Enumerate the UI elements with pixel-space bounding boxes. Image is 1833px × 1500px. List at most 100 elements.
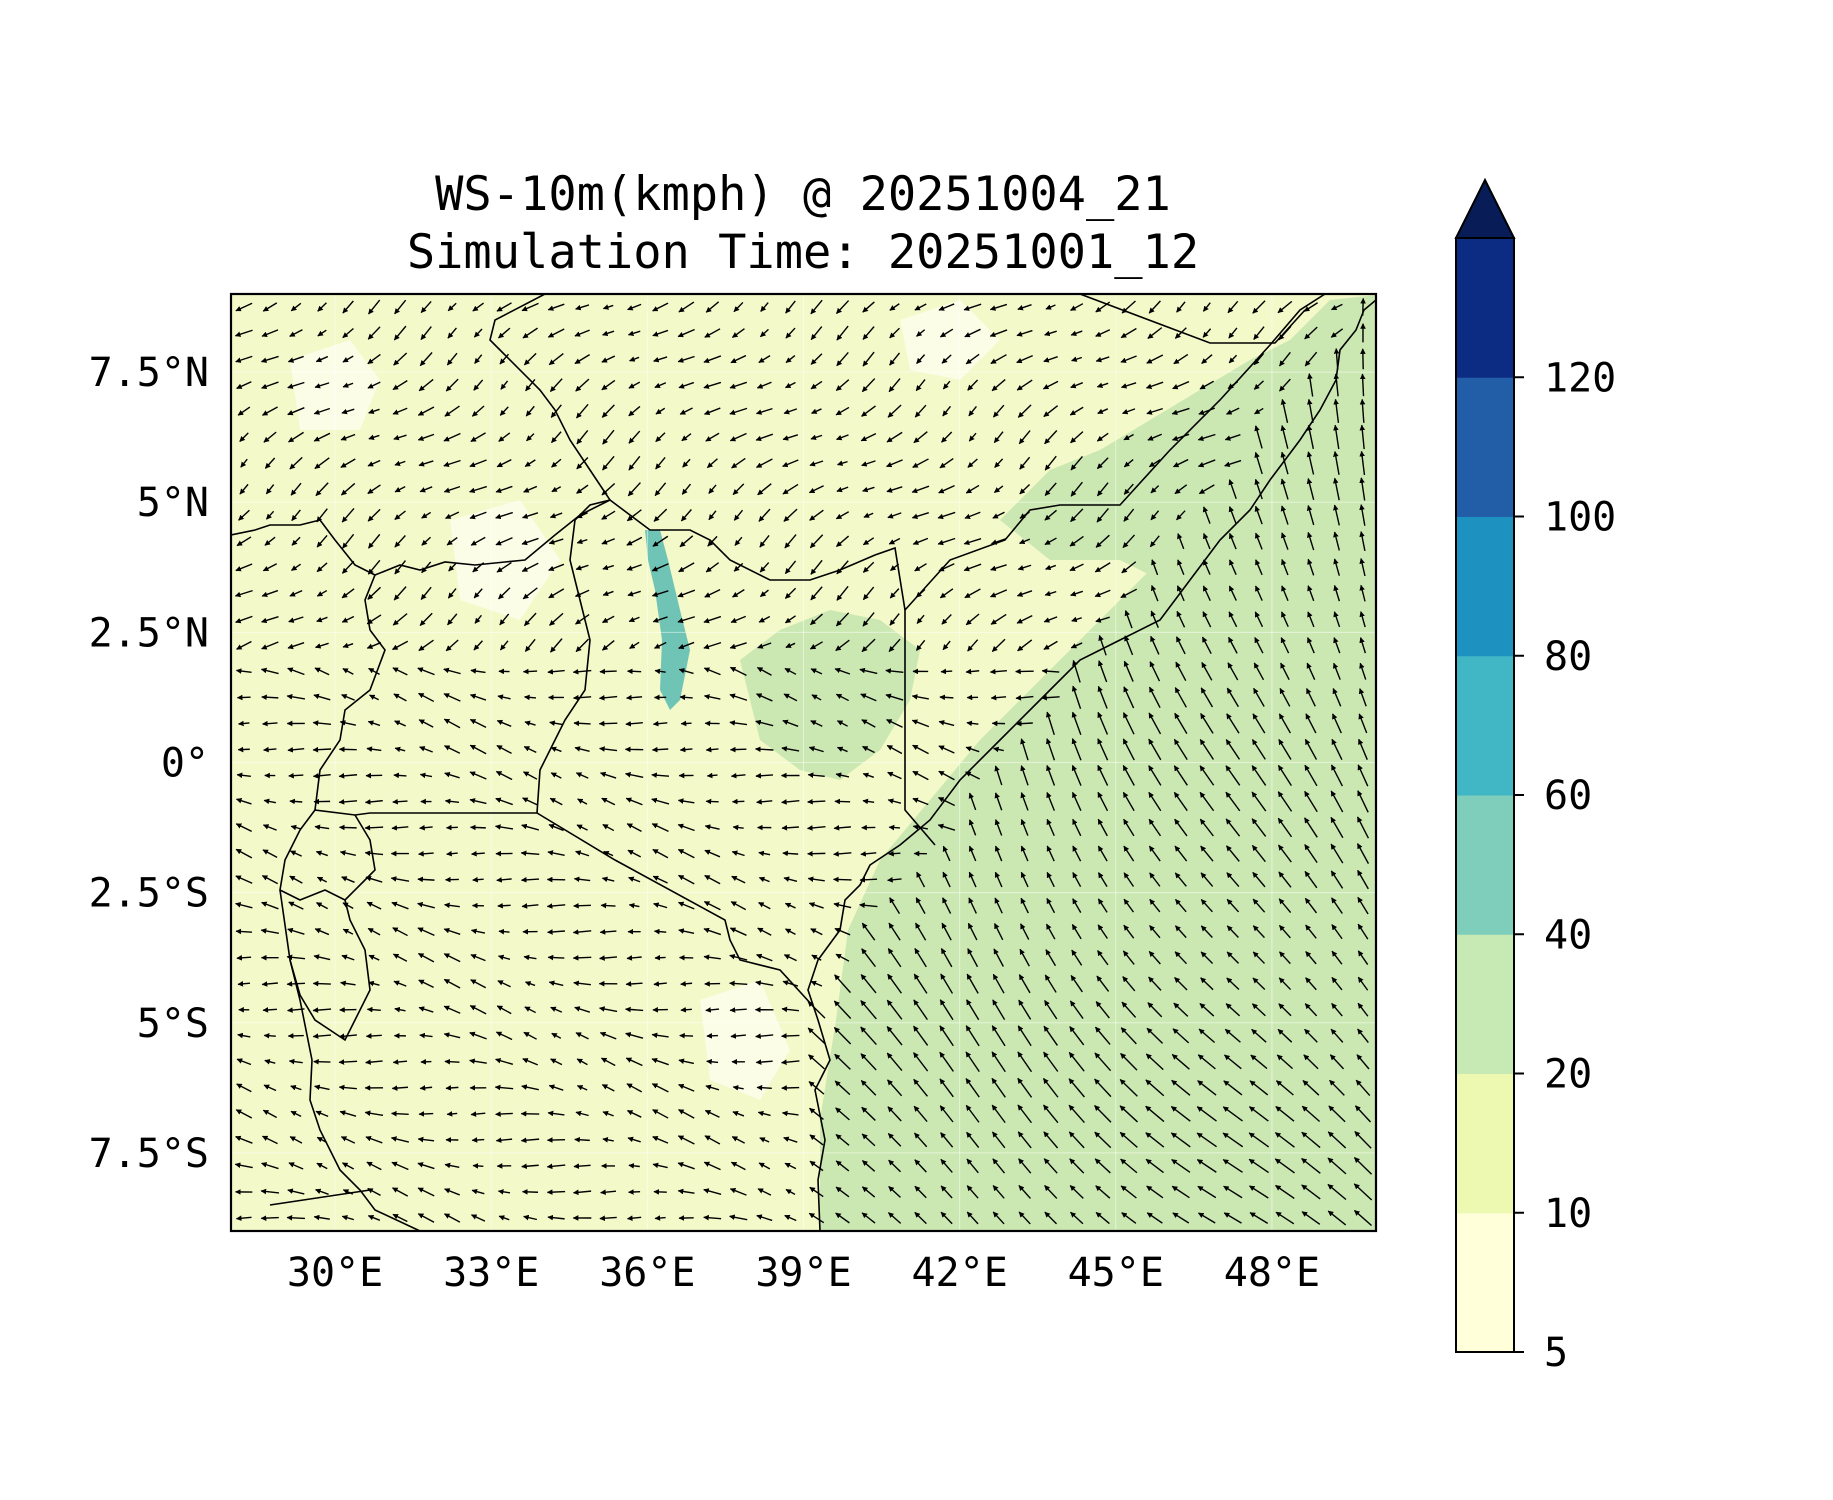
wind-vector (759, 535, 770, 548)
wind-vector (1225, 765, 1241, 786)
wind-vector (836, 585, 849, 601)
wind-vector (990, 694, 1007, 701)
wind-vector (942, 380, 951, 390)
wind-vector (651, 563, 669, 572)
wind-vector (524, 638, 536, 652)
wind-vector (1197, 433, 1216, 441)
wind-vector (262, 720, 278, 727)
wind-vector (782, 719, 799, 727)
wind-vector (550, 746, 562, 753)
wind-vector (342, 382, 354, 388)
wind-vector (523, 745, 537, 753)
wind-vector (419, 486, 433, 493)
wind-vector (915, 379, 926, 392)
wind-vector (629, 641, 640, 650)
wind-vector (705, 746, 719, 753)
wind-vector (572, 668, 592, 675)
wind-vector (1016, 329, 1033, 337)
wind-vector (1069, 406, 1084, 416)
wind-vector (419, 746, 433, 753)
wind-vector (1121, 561, 1137, 574)
wind-vector (469, 718, 487, 729)
colorbar-tick-label: 100 (1544, 495, 1616, 541)
wind-vector (473, 328, 483, 338)
wind-vector (810, 380, 823, 390)
wind-vector (1357, 764, 1369, 787)
wind-vector (473, 640, 483, 651)
wind-vector (1253, 687, 1265, 707)
wind-vector (810, 326, 823, 340)
wind-vector (1151, 559, 1159, 576)
wind-vector (655, 432, 666, 443)
wind-vector (236, 798, 252, 805)
wind-vector (499, 613, 510, 626)
colorbar-tick-label: 60 (1544, 773, 1592, 819)
wind-vector (862, 772, 875, 778)
calm-patch-4 (900, 300, 1000, 380)
wind-vector (730, 354, 747, 364)
wind-vector (547, 328, 565, 338)
wind-vector (599, 668, 617, 675)
wind-vector (443, 693, 461, 702)
wind-vector (938, 563, 955, 572)
wind-vector (809, 534, 824, 549)
wind-vector (1278, 351, 1291, 367)
wind-vector (1020, 738, 1029, 761)
wind-vector (261, 589, 279, 598)
wind-vector (992, 511, 1005, 519)
wind-vector (521, 1189, 539, 1195)
wind-vector (1252, 300, 1266, 314)
wind-vector (1280, 478, 1289, 500)
wind-vector (1147, 433, 1162, 441)
wind-vector (313, 407, 331, 415)
wind-vector (704, 589, 721, 598)
wind-vector (859, 877, 878, 883)
coastline-east-africa (807, 299, 1376, 1231)
wind-vector (575, 378, 590, 392)
wind-vector (393, 352, 408, 366)
wind-vector (551, 486, 562, 493)
wind-vector (785, 300, 796, 314)
wind-vector (993, 431, 1004, 444)
wind-vector (367, 381, 381, 389)
wind-vector (367, 720, 381, 727)
lon-tick-label: 36°E (599, 1250, 695, 1296)
wind-vector (265, 484, 275, 495)
wind-vector (420, 326, 432, 340)
wind-vector (549, 638, 563, 653)
wind-vector (1123, 686, 1135, 709)
wind-vector (313, 693, 331, 701)
wind-vector (729, 720, 748, 726)
wind-vector (1124, 635, 1134, 656)
wind-vector (286, 1215, 305, 1221)
wind-vector (235, 668, 252, 674)
wind-vector (522, 668, 538, 675)
wind-vector (235, 302, 253, 312)
wind-vector (706, 1033, 718, 1039)
wind-vector (862, 326, 875, 340)
wind-vector (1017, 304, 1032, 311)
wind-vector (572, 694, 592, 701)
wind-vector (418, 1111, 434, 1117)
wind-vector (417, 667, 435, 676)
wind-vector (1177, 559, 1185, 575)
wind-vector (781, 1085, 800, 1091)
wind-vector (1096, 382, 1109, 388)
wind-vector (628, 430, 641, 444)
wind-vector (495, 485, 513, 494)
wind-vector (522, 587, 538, 600)
wind-vector (810, 720, 823, 727)
wind-vector (445, 1085, 459, 1091)
wind-vector (575, 403, 589, 419)
wind-vector (1333, 531, 1340, 551)
wind-vector (1149, 661, 1161, 682)
wind-vector (1070, 330, 1083, 336)
wind-vector (809, 460, 824, 467)
wind-vector (1070, 590, 1084, 597)
wind-vector (316, 616, 328, 623)
wind-vector (677, 616, 695, 624)
wind-vector (811, 694, 822, 701)
wind-vector (496, 561, 512, 573)
wind-vector (499, 406, 509, 416)
wind-vector (315, 355, 329, 363)
